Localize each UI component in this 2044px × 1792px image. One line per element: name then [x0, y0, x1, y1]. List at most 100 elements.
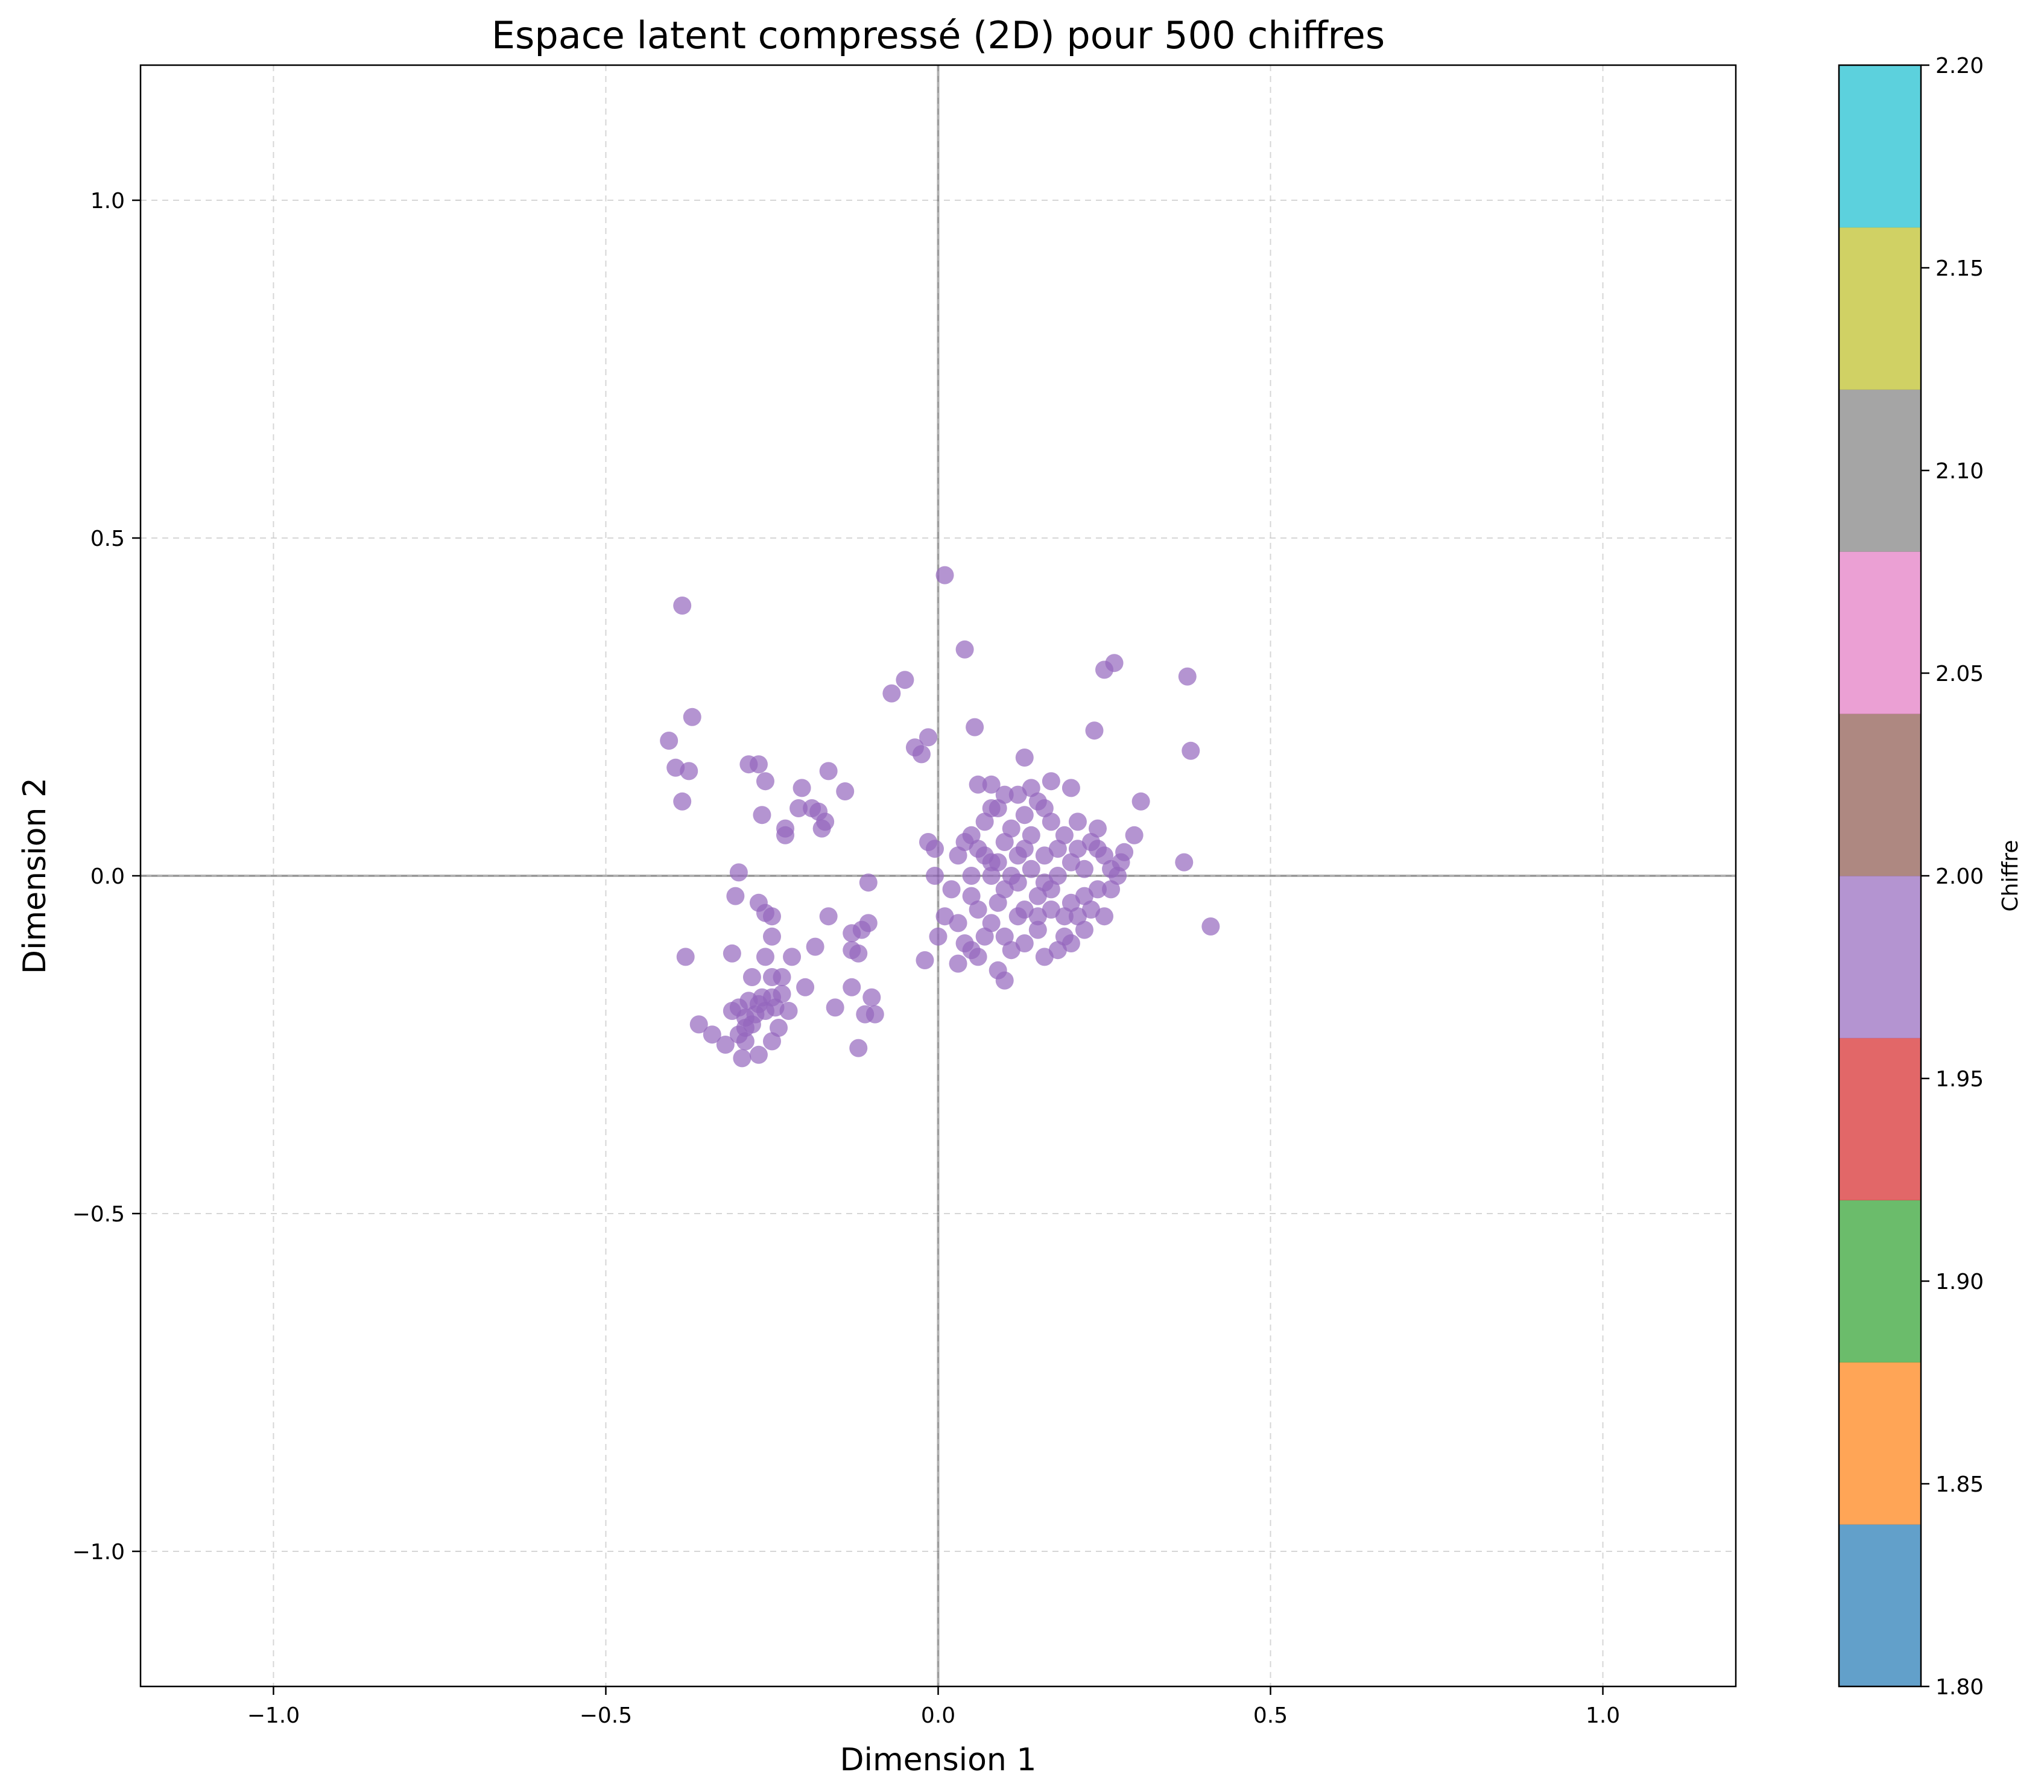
scatter-point [739, 992, 758, 1010]
colorbar-tick-label: 2.10 [1935, 459, 1984, 484]
scatter-point [742, 968, 761, 986]
y-tick-label: 0.0 [90, 864, 125, 889]
scatter-point [1068, 840, 1087, 858]
scatter-point [683, 708, 701, 726]
scatter-point [949, 914, 967, 932]
scatter-point [949, 954, 967, 973]
scatter-point [1131, 792, 1150, 811]
scatter-point [812, 819, 831, 838]
colorbar-segment [1839, 714, 1921, 876]
colorbar-segment [1839, 1200, 1921, 1363]
scatter-point [1075, 920, 1093, 939]
scatter-point [1085, 721, 1104, 740]
scatter-point [1002, 867, 1020, 885]
scatter-point [982, 775, 1001, 794]
colorbar-tick-label: 1.80 [1935, 1675, 1984, 1700]
scatter-point [776, 826, 795, 844]
scatter-point [703, 1025, 721, 1044]
scatter-point [966, 718, 984, 736]
scatter-point [746, 1005, 765, 1024]
scatter-point [1062, 934, 1080, 952]
scatter-point [1035, 948, 1054, 966]
scatter-point [1125, 826, 1144, 844]
scatter-point [843, 978, 861, 996]
x-tick-label: −1.0 [247, 1703, 300, 1728]
scatter-point [1095, 660, 1114, 679]
colorbar-segment [1839, 876, 1921, 1039]
scatter-point [749, 1045, 768, 1064]
scatter-point [975, 927, 994, 946]
scatter-point [680, 762, 698, 780]
scatter-point [1015, 749, 1034, 767]
scatter-point [1022, 826, 1040, 844]
scatter-point [716, 1036, 735, 1054]
scatter-point [1035, 799, 1054, 817]
scatter-point [1015, 901, 1034, 919]
scatter-point [1042, 880, 1060, 899]
scatter-point [660, 732, 679, 750]
colorbar-tick-label: 1.95 [1935, 1067, 1984, 1092]
scatter-point [836, 782, 855, 800]
scatter-point [1028, 920, 1047, 939]
scatter-point [1102, 880, 1121, 899]
scatter-point [1002, 819, 1020, 838]
colorbar-segment [1839, 1037, 1921, 1201]
scatter-point [1048, 867, 1067, 885]
scatter-point [995, 927, 1014, 946]
scatter-point [736, 1032, 755, 1051]
scatter-point [723, 944, 741, 963]
scatter-point [783, 948, 802, 966]
scatter-point [1035, 846, 1054, 865]
colorbar-segment [1839, 227, 1921, 390]
scatter-point [955, 640, 974, 659]
scatter-point [729, 863, 748, 882]
colorbar-label: Chiffre [1998, 840, 2023, 912]
scatter-point [796, 978, 815, 996]
scatter-point [1055, 826, 1074, 844]
y-axis-ticks: −1.0 −0.5 0.0 0.5 1.0 [72, 189, 141, 1565]
scatter-point [859, 873, 878, 892]
colorbar-tick-label: 2.05 [1935, 662, 1984, 686]
scatter-point [756, 772, 774, 791]
x-axis-label: Dimension 1 [840, 1742, 1036, 1778]
scatter-point [975, 812, 994, 831]
y-tick-label: −1.0 [72, 1540, 125, 1565]
scatter-point [689, 1015, 708, 1034]
scatter-point [995, 833, 1014, 851]
scatter-point [969, 775, 987, 794]
scatter-point [819, 762, 838, 780]
colorbar-segment [1839, 1362, 1921, 1525]
scatter-point [896, 671, 914, 689]
scatter-point [989, 893, 1007, 912]
scatter-point [1002, 941, 1020, 960]
x-tick-label: 1.0 [1586, 1703, 1620, 1728]
scatter-point [1095, 907, 1114, 926]
scatter-point [995, 785, 1014, 804]
scatter-point [1008, 785, 1027, 804]
y-tick-label: 0.5 [90, 527, 125, 551]
colorbar-tick-label: 2.20 [1935, 54, 1984, 78]
y-tick-label: 1.0 [90, 189, 125, 214]
scatter-point [736, 1019, 755, 1037]
colorbar-segment [1839, 65, 1921, 228]
scatter-point [969, 901, 987, 919]
y-tick-label: −0.5 [72, 1202, 125, 1227]
scatter-point [962, 941, 981, 960]
scatter-point [982, 799, 1001, 817]
scatter-point [989, 853, 1007, 872]
scatter-point [762, 927, 781, 946]
scatter-point [1062, 779, 1080, 797]
scatter-point [1075, 887, 1093, 905]
scatter-point [1022, 860, 1040, 878]
scatter-point [756, 948, 774, 966]
scatter-point [726, 887, 745, 905]
scatter-point [766, 998, 785, 1017]
scatter-point [929, 927, 948, 946]
scatter-point [1062, 893, 1080, 912]
scatter-point [949, 846, 967, 865]
scatter-point [762, 907, 781, 926]
scatter-point [723, 1002, 741, 1020]
scatter-point [673, 597, 692, 615]
scatter-point [925, 840, 944, 858]
